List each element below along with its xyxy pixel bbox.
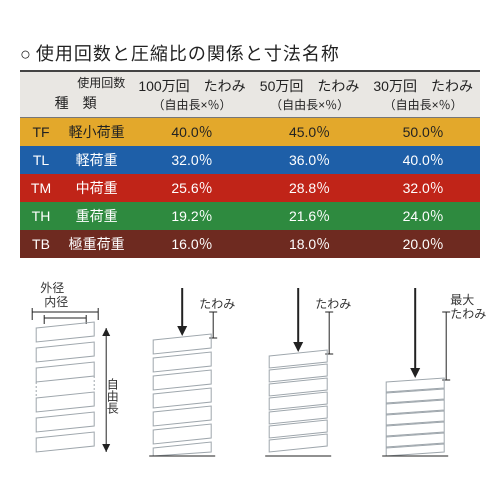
table-row: TH重荷重19.2％21.6％24.0％ — [20, 202, 480, 230]
cell-v2: 36.0％ — [253, 146, 367, 174]
title-circle-mark: ○ — [20, 44, 32, 65]
cell-v2: 45.0％ — [253, 118, 367, 147]
cell-v3: 20.0％ — [366, 230, 480, 258]
header-col1-sub: （自由長×％） — [137, 96, 247, 113]
label-max-deflection-line2: たわみ — [450, 307, 486, 321]
cell-v1: 32.0％ — [131, 146, 253, 174]
cell-code: TB — [20, 230, 62, 258]
cell-name: 軽小荷重 — [62, 118, 131, 147]
header-col2-sub: （自由長×％） — [259, 96, 361, 113]
page-title: ○使用回数と圧縮比の関係と寸法名称 — [20, 40, 480, 66]
spring-diagram-compressed-max: 最大 たわみ — [370, 278, 480, 478]
cell-name: 中荷重 — [62, 174, 131, 202]
table-body: TF軽小荷重40.0％45.0％50.0％TL軽荷重32.0％36.0％40.0… — [20, 118, 480, 259]
cell-v2: 28.8％ — [253, 174, 367, 202]
table-row: TM中荷重25.6％28.8％32.0％ — [20, 174, 480, 202]
label-free-length: 自由長 — [105, 378, 119, 414]
spring-diagram-compressed-1: たわみ — [137, 278, 247, 478]
cell-v2: 18.0％ — [253, 230, 367, 258]
table-row: TB極重荷重16.0％18.0％20.0％ — [20, 230, 480, 258]
spring-diagram-free: 外径 内径 — [20, 278, 130, 478]
spring-coils-max — [386, 378, 444, 456]
header-col1: 100万回 たわみ （自由長×％） — [131, 71, 253, 118]
cell-code: TH — [20, 202, 62, 230]
cell-name: 軽荷重 — [62, 146, 131, 174]
label-outer: 外径 — [40, 281, 64, 295]
header-usage-count: 使用回数 — [77, 74, 125, 91]
title-text: 使用回数と圧縮比の関係と寸法名称 — [36, 44, 340, 64]
spring-coils-2 — [269, 350, 327, 452]
compression-table: 使用回数 種 類 100万回 たわみ （自由長×％） 50万回 たわみ （自由長… — [20, 70, 480, 258]
spring-diagrams: 外径 内径 — [20, 278, 480, 478]
cell-code: TF — [20, 118, 62, 147]
spring-coils-1 — [153, 334, 211, 456]
cell-v2: 21.6％ — [253, 202, 367, 230]
cell-v3: 32.0％ — [366, 174, 480, 202]
header-col2-top: 50万回 たわみ — [259, 76, 361, 96]
cell-name: 重荷重 — [62, 202, 131, 230]
label-deflection-2: たわみ — [315, 297, 351, 311]
table-row: TL軽荷重32.0％36.0％40.0％ — [20, 146, 480, 174]
table-header: 使用回数 種 類 100万回 たわみ （自由長×％） 50万回 たわみ （自由長… — [20, 71, 480, 118]
cell-v3: 40.0％ — [366, 146, 480, 174]
table-row: TF軽小荷重40.0％45.0％50.0％ — [20, 118, 480, 147]
label-inner: 内径 — [44, 295, 68, 309]
spring-diagram-compressed-2: たわみ — [253, 278, 363, 478]
cell-code: TM — [20, 174, 62, 202]
cell-v3: 50.0％ — [366, 118, 480, 147]
cell-code: TL — [20, 146, 62, 174]
spring-coils-free — [36, 322, 94, 452]
header-col2: 50万回 たわみ （自由長×％） — [253, 71, 367, 118]
cell-v1: 19.2％ — [131, 202, 253, 230]
header-col3-top: 30万回 たわみ — [372, 76, 474, 96]
cell-v1: 40.0％ — [131, 118, 253, 147]
cell-v1: 25.6％ — [131, 174, 253, 202]
cell-v1: 16.0％ — [131, 230, 253, 258]
header-col3: 30万回 たわみ （自由長×％） — [366, 71, 480, 118]
label-deflection-1: たわみ — [199, 297, 235, 311]
header-kind: 使用回数 種 類 — [20, 71, 131, 118]
cell-v3: 24.0％ — [366, 202, 480, 230]
figure-container: ○使用回数と圧縮比の関係と寸法名称 使用回数 種 類 100万回 たわみ （自由… — [0, 0, 500, 500]
header-kind-label: 種 類 — [26, 93, 125, 113]
header-col1-top: 100万回 たわみ — [137, 76, 247, 96]
cell-name: 極重荷重 — [62, 230, 131, 258]
label-max-deflection-line1: 最大 — [450, 293, 474, 307]
header-col3-sub: （自由長×％） — [372, 96, 474, 113]
